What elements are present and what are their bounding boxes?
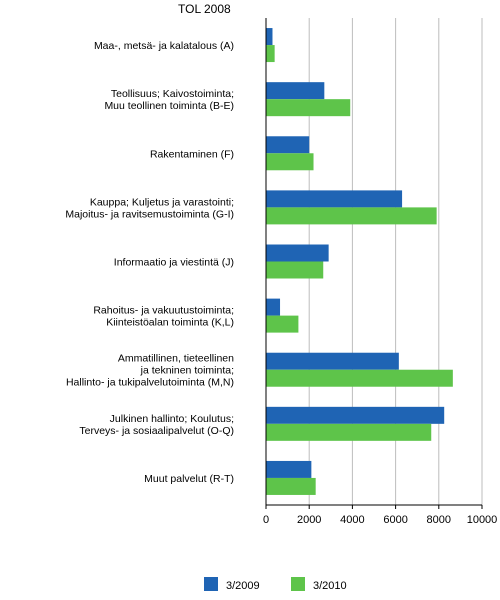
x-tick-label: 10000	[467, 514, 498, 526]
category-label: Maa-, metsä- ja kalatalous (A)	[94, 40, 234, 52]
x-tick-label: 4000	[340, 514, 364, 526]
category-label-line: Ammatillinen, tieteellinen	[118, 353, 234, 365]
category-label-line: Teollisuus; Kaivostoiminta;	[111, 88, 234, 100]
bar-3-2009-7	[266, 406, 445, 424]
bar-3-2010-6	[266, 369, 453, 387]
bar-3-2009-8	[266, 460, 312, 478]
category-label-line: Rakentaminen (F)	[150, 148, 234, 160]
bars	[266, 28, 453, 495]
x-tick-label: 2000	[297, 514, 321, 526]
bar-3-2009-6	[266, 352, 399, 370]
category-label-line: Muu teollinen toiminta (B-E)	[104, 100, 234, 112]
category-label-line: Kiinteistöalan toiminta (K,L)	[106, 317, 234, 329]
category-label-line: Maa-, metsä- ja kalatalous (A)	[94, 40, 234, 52]
bar-3-2010-7	[266, 423, 432, 441]
category-label-line: Hallinto- ja tukipalvelutoiminta (M,N)	[66, 377, 234, 389]
bar-3-2010-1	[266, 99, 351, 117]
category-label-line: Kauppa; Kuljetus ja varastointi;	[90, 196, 234, 208]
legend-swatch	[291, 577, 305, 591]
category-label: Kauppa; Kuljetus ja varastointi; Majoitus…	[65, 196, 234, 220]
category-labels: Maa-, metsä- ja kalatalous (A) Teollisuus…	[65, 40, 234, 485]
bar-3-2010-2	[266, 153, 314, 171]
bar-3-2010-5	[266, 315, 299, 333]
category-label: Ammatillinen, tieteellinen ja tekninen to…	[66, 353, 234, 389]
legend: 3/2009 3/2010	[204, 577, 347, 592]
category-label: Julkinen hallinto; Koulutus; Terveys- ja …	[79, 413, 234, 437]
category-label-line: Informaatio ja viestintä (J)	[114, 257, 234, 269]
category-label: Muut palvelut (R-T)	[144, 473, 234, 485]
bar-3-2010-8	[266, 477, 316, 495]
bar-3-2009-5	[266, 298, 281, 316]
category-label: Rakentaminen (F)	[150, 148, 234, 160]
bar-3-2010-4	[266, 261, 324, 279]
category-label: Informaatio ja viestintä (J)	[114, 257, 234, 269]
x-tick-label: 0	[263, 514, 269, 526]
bar-3-2010-3	[266, 207, 437, 225]
bar-3-2010-0	[266, 45, 275, 63]
legend-label: 3/2010	[313, 580, 347, 592]
category-label: Rahoitus- ja vakuutustoiminta; Kiinteistö…	[93, 305, 234, 329]
x-tick-label: 6000	[383, 514, 407, 526]
chart-title: TOL 2008	[178, 2, 231, 16]
category-label-line: Terveys- ja sosiaalipalvelut (O-Q)	[79, 425, 234, 437]
legend-swatch	[204, 577, 218, 591]
category-label-line: ja tekninen toiminta;	[140, 365, 234, 377]
category-label-line: Majoitus- ja ravitsemustoiminta (G-I)	[65, 208, 234, 220]
category-label: Teollisuus; Kaivostoiminta; Muu teollinen…	[104, 88, 234, 112]
x-axis-ticks: 0 2000 4000 6000 8000 10000	[263, 505, 497, 526]
category-label-line: Julkinen hallinto; Koulutus;	[110, 413, 234, 425]
bar-3-2009-2	[266, 136, 310, 154]
bar-3-2009-1	[266, 82, 325, 100]
bar-3-2009-3	[266, 190, 403, 208]
bar-3-2009-4	[266, 244, 329, 262]
category-label-line: Muut palvelut (R-T)	[144, 473, 234, 485]
x-tick-label: 8000	[427, 514, 451, 526]
legend-label: 3/2009	[226, 580, 260, 592]
bar-3-2009-0	[266, 28, 273, 46]
category-label-line: Rahoitus- ja vakuutustoiminta;	[93, 305, 234, 317]
